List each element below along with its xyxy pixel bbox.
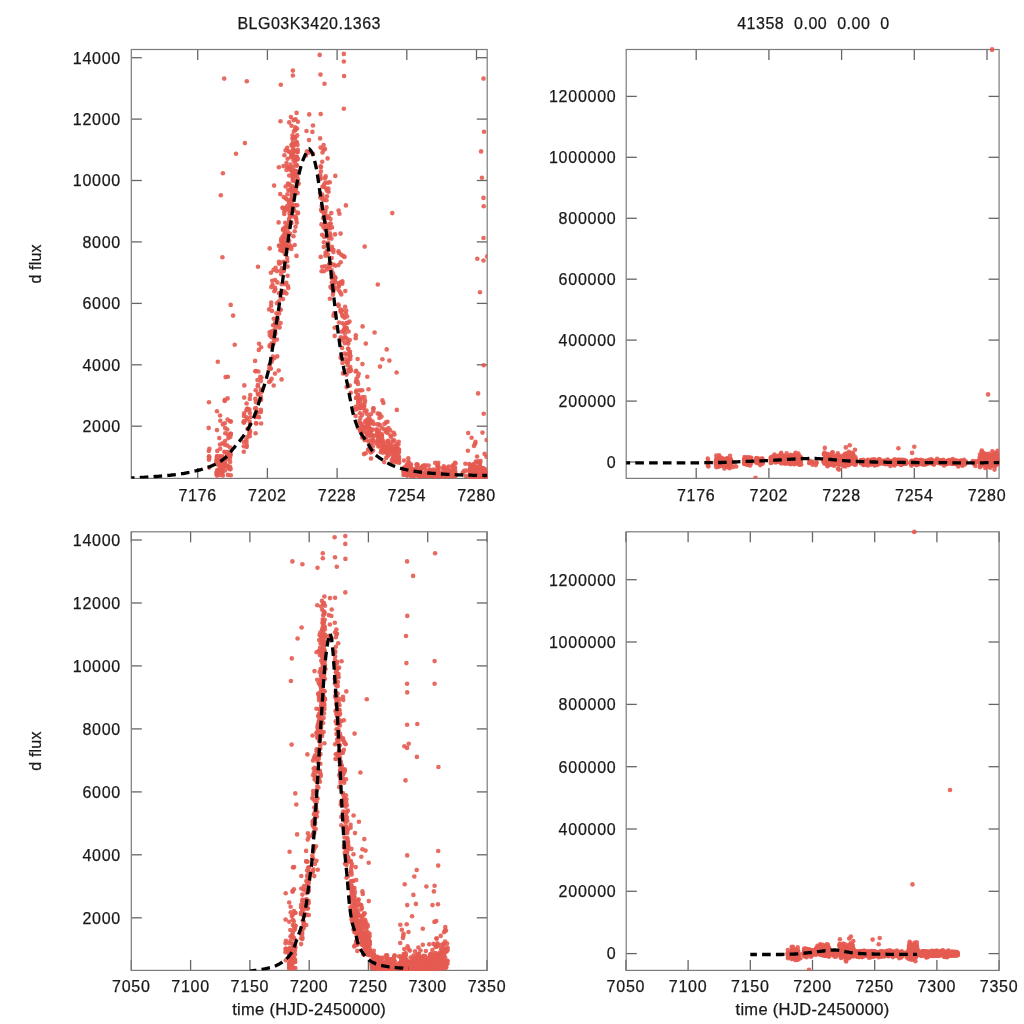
svg-text:400000: 400000 xyxy=(559,332,617,349)
svg-text:10000: 10000 xyxy=(73,172,121,189)
svg-text:7280: 7280 xyxy=(457,487,496,504)
svg-text:4000: 4000 xyxy=(82,357,121,374)
svg-text:800000: 800000 xyxy=(559,696,617,713)
svg-text:7202: 7202 xyxy=(750,487,789,504)
svg-text:6000: 6000 xyxy=(82,295,121,312)
svg-text:7200: 7200 xyxy=(793,978,832,995)
svg-text:200000: 200000 xyxy=(559,883,617,900)
svg-text:4000: 4000 xyxy=(82,847,121,864)
svg-text:7100: 7100 xyxy=(669,978,708,995)
svg-text:400000: 400000 xyxy=(559,821,617,838)
svg-text:7350: 7350 xyxy=(980,978,1019,995)
svg-text:2000: 2000 xyxy=(82,910,121,927)
svg-text:d flux: d flux xyxy=(27,244,44,283)
svg-text:12000: 12000 xyxy=(73,595,121,612)
svg-text:14000: 14000 xyxy=(73,532,121,549)
svg-text:7176: 7176 xyxy=(178,487,217,504)
svg-text:12000: 12000 xyxy=(73,111,121,128)
svg-text:7280: 7280 xyxy=(968,487,1007,504)
svg-text:7050: 7050 xyxy=(112,978,151,995)
svg-text:800000: 800000 xyxy=(559,210,617,227)
svg-text:600000: 600000 xyxy=(559,271,617,288)
svg-text:7176: 7176 xyxy=(677,487,716,504)
svg-text:1000000: 1000000 xyxy=(549,634,617,651)
svg-text:10000: 10000 xyxy=(73,658,121,675)
svg-text:7350: 7350 xyxy=(468,978,507,995)
svg-text:7200: 7200 xyxy=(290,978,329,995)
svg-text:0: 0 xyxy=(607,945,617,962)
svg-text:7254: 7254 xyxy=(895,487,934,504)
svg-text:d flux: d flux xyxy=(27,731,44,770)
svg-text:7228: 7228 xyxy=(822,487,861,504)
svg-text:7300: 7300 xyxy=(408,978,447,995)
svg-text:14000: 14000 xyxy=(73,50,121,67)
svg-text:7202: 7202 xyxy=(248,487,287,504)
svg-text:8000: 8000 xyxy=(82,234,121,251)
svg-text:7228: 7228 xyxy=(318,487,357,504)
svg-text:time (HJD-2450000): time (HJD-2450000) xyxy=(232,1000,386,1018)
svg-text:7300: 7300 xyxy=(918,978,957,995)
svg-text:600000: 600000 xyxy=(559,759,617,776)
svg-text:7250: 7250 xyxy=(349,978,388,995)
svg-text:7050: 7050 xyxy=(607,978,646,995)
svg-text:1200000: 1200000 xyxy=(549,572,617,589)
svg-text:8000: 8000 xyxy=(82,721,121,738)
svg-text:time (HJD-2450000): time (HJD-2450000) xyxy=(736,1000,890,1018)
svg-text:2000: 2000 xyxy=(82,418,121,435)
svg-text:1000000: 1000000 xyxy=(549,149,617,166)
svg-text:7250: 7250 xyxy=(855,978,894,995)
svg-text:1200000: 1200000 xyxy=(549,88,617,105)
svg-text:200000: 200000 xyxy=(559,393,617,410)
svg-text:6000: 6000 xyxy=(82,784,121,801)
svg-text:7254: 7254 xyxy=(388,487,427,504)
svg-text:BLG03K3420.1363: BLG03K3420.1363 xyxy=(237,15,381,32)
svg-text:7150: 7150 xyxy=(231,978,270,995)
svg-text:41358 0.00 0.00 0: 41358 0.00 0.00 0 xyxy=(737,15,889,32)
svg-text:0: 0 xyxy=(607,454,617,471)
svg-text:7150: 7150 xyxy=(731,978,770,995)
svg-text:7100: 7100 xyxy=(171,978,210,995)
